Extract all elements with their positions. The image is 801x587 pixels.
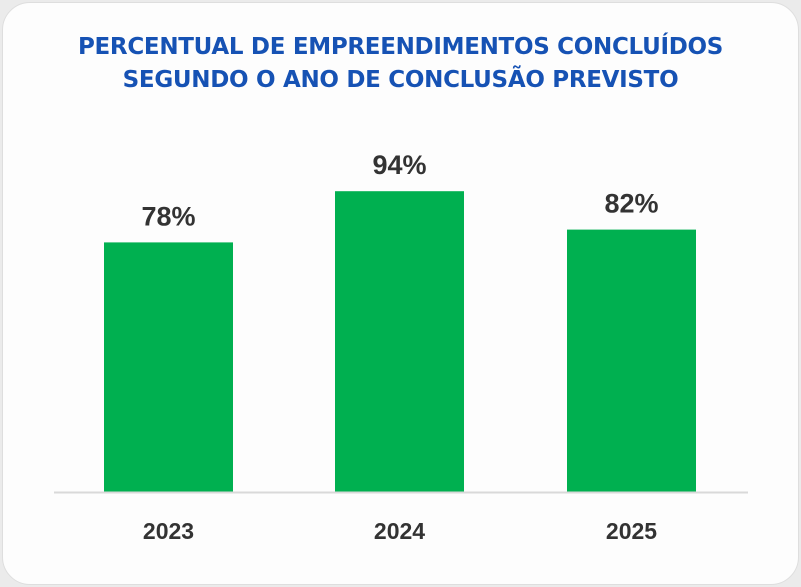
data-label: 78% (141, 201, 195, 231)
x-tick-label: 2023 (143, 518, 194, 544)
x-tick-label: 2024 (374, 518, 425, 544)
chart-title-line-2: SEGUNDO O ANO DE CONCLUSÃO PREVISTO (122, 67, 679, 93)
data-label: 94% (372, 150, 426, 180)
bar-2024 (335, 191, 464, 492)
chart-title: PERCENTUAL DE EMPREENDIMENTOS CONCLUÍDOS… (0, 31, 801, 97)
bar-2025 (567, 229, 696, 492)
bar-2023 (104, 242, 233, 492)
x-tick-label: 2025 (606, 518, 657, 544)
chart-title-line-1: PERCENTUAL DE EMPREENDIMENTOS CONCLUÍDOS (77, 34, 724, 60)
data-label: 82% (604, 189, 658, 219)
